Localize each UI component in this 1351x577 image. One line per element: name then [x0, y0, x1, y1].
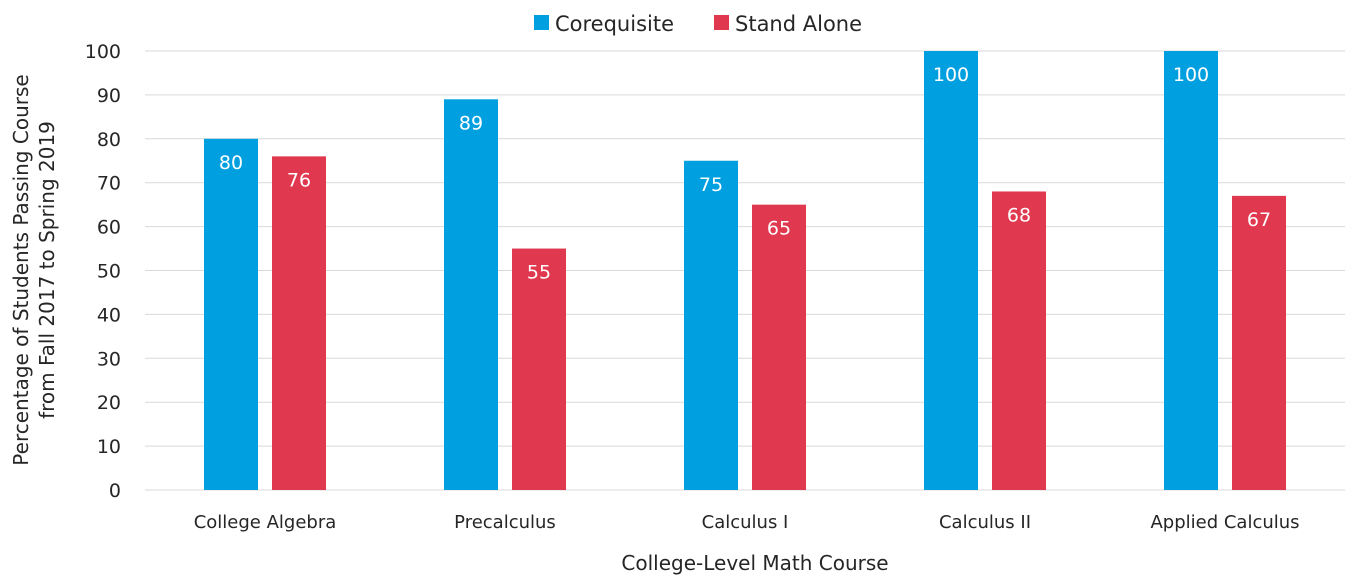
data-label-stand-alone-applied-calculus: 67 — [1247, 209, 1271, 231]
bar-corequisite-applied-calculus — [1164, 51, 1218, 490]
data-label-stand-alone-precalculus: 55 — [527, 262, 551, 284]
y-tick-label-70: 70 — [97, 173, 121, 195]
bar-corequisite-precalculus — [444, 99, 498, 490]
data-labels: 80 76 89 55 75 65 100 68 100 67 — [219, 64, 1271, 284]
bar-corequisite-calculus-i — [684, 160, 738, 490]
bar-stand-alone-applied-calculus — [1232, 195, 1286, 490]
y-axis-title-line-2: from Fall 2017 to Spring 2019 — [35, 121, 59, 419]
x-axis-title: College-Level Math Course — [621, 551, 888, 575]
x-axis-category-labels: College Algebra Precalculus Calculus I Calc… — [194, 512, 1300, 533]
legend-swatch-corequisite — [534, 15, 549, 30]
x-tick-label-college-algebra: College Algebra — [194, 512, 337, 533]
data-label-stand-alone-calculus-i: 65 — [767, 218, 791, 240]
y-tick-label-90: 90 — [97, 85, 121, 107]
y-tick-label-0: 0 — [109, 480, 121, 502]
data-label-corequisite-applied-calculus: 100 — [1173, 64, 1209, 86]
bar-corequisite-calculus-ii — [924, 51, 978, 490]
x-tick-label-calculus-ii: Calculus II — [939, 512, 1031, 533]
gridlines — [145, 50, 1345, 491]
legend-label-stand-alone: Stand Alone — [735, 12, 862, 36]
bar-stand-alone-calculus-i — [752, 204, 806, 490]
legend-label-corequisite: Corequisite — [555, 12, 674, 36]
bar-corequisite-college-algebra — [204, 138, 258, 491]
y-tick-label-40: 40 — [97, 304, 121, 326]
y-tick-label-30: 30 — [97, 348, 121, 370]
x-tick-label-precalculus: Precalculus — [454, 512, 556, 533]
chart-legend: Corequisite Stand Alone — [534, 12, 862, 36]
data-label-corequisite-calculus-ii: 100 — [933, 64, 969, 86]
data-label-corequisite-calculus-i: 75 — [699, 174, 723, 196]
x-tick-label-applied-calculus: Applied Calculus — [1150, 512, 1299, 533]
y-tick-label-60: 60 — [97, 217, 121, 239]
x-tick-label-calculus-i: Calculus I — [702, 512, 789, 533]
y-tick-label-10: 10 — [97, 436, 121, 458]
y-tick-label-20: 20 — [97, 392, 121, 414]
bar-stand-alone-college-algebra — [272, 156, 326, 491]
y-tick-label-80: 80 — [97, 129, 121, 151]
y-tick-label-100: 100 — [85, 41, 121, 63]
data-label-stand-alone-calculus-ii: 68 — [1007, 204, 1031, 226]
bar-stand-alone-precalculus — [512, 248, 566, 490]
data-label-stand-alone-college-algebra: 76 — [287, 169, 311, 191]
bar-stand-alone-calculus-ii — [992, 191, 1046, 491]
bars — [204, 51, 1286, 491]
legend-swatch-stand-alone — [714, 15, 729, 30]
y-tick-label-50: 50 — [97, 261, 121, 283]
y-axis-tick-labels: 0 10 20 30 40 50 60 70 80 90 100 — [85, 41, 121, 502]
data-label-corequisite-college-algebra: 80 — [219, 152, 243, 174]
y-axis-title-line-1: Percentage of Students Passing Course — [9, 74, 33, 465]
data-label-corequisite-precalculus: 89 — [459, 112, 483, 134]
